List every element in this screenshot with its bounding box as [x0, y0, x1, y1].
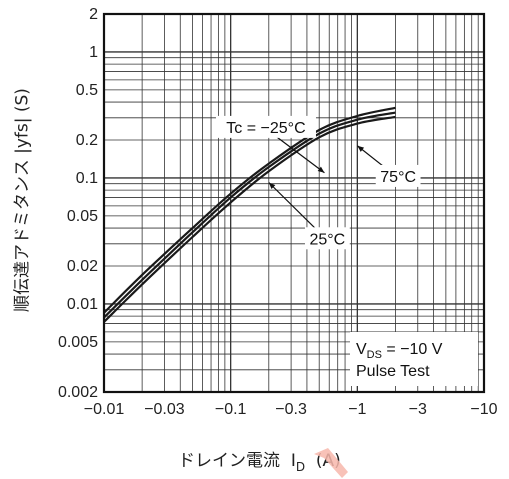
- x-tick-label: −0.3: [275, 401, 307, 418]
- annotation-arrowhead: [317, 166, 325, 173]
- y-tick-label: 0.5: [76, 82, 98, 99]
- vds-symbol: V: [356, 341, 367, 358]
- annotation-label-bg: [375, 164, 421, 187]
- annotation-label: 25°C: [309, 231, 345, 248]
- x-axis-title-text: ドレイン電流: [178, 451, 280, 471]
- vds-subscript: DS: [367, 349, 382, 361]
- series-lines: [103, 106, 396, 323]
- plot-frame: [102, 12, 486, 394]
- condition-box-bg: [350, 332, 478, 386]
- condition-line-1: VDS = −10 V: [356, 341, 443, 361]
- y-tick-label: 1: [89, 44, 98, 61]
- x-tick-label: −0.01: [84, 401, 125, 418]
- annotation-label: 75°C: [380, 169, 416, 186]
- annotation-label: Tc = −25°C: [226, 120, 305, 137]
- series-line: [103, 111, 396, 319]
- y-tick-label: 2: [89, 6, 98, 23]
- annotation-arrowhead: [357, 145, 365, 152]
- tick-labels: −0.01 −0.03 −0.1 −0.3 −1 −3 −10 0.002 0.005 0.01 0…: [58, 6, 498, 418]
- x-axis-symbol: I: [290, 451, 296, 471]
- y-axis-title-text: 順伝達アドミタンス |yfs| (S): [12, 88, 33, 312]
- y-tick-label: 0.1: [76, 170, 98, 187]
- x-tick-label: −10: [470, 401, 497, 418]
- x-axis-symbol-subscript: D: [295, 460, 306, 474]
- x-tick-label: −1: [348, 401, 366, 418]
- annotation-label-bg: [215, 115, 316, 138]
- y-tick-label: 0.005: [58, 334, 98, 351]
- x-tick-label: −0.1: [215, 401, 247, 418]
- annotations: Tc = −25°C 75°C 25°C: [215, 115, 421, 250]
- vds-value: = −10 V: [382, 341, 443, 358]
- condition-box: VDS = −10 V Pulse Test: [350, 332, 478, 386]
- condition-line-2: Pulse Test: [356, 363, 430, 380]
- y-tick-label: 0.002: [58, 384, 98, 401]
- annotation-label-bg: [304, 227, 350, 250]
- y-tick-label: 0.05: [67, 208, 98, 225]
- y-tick-label: 0.01: [67, 296, 98, 313]
- grid-lines: [103, 13, 485, 393]
- annotation-arrowhead: [268, 182, 276, 189]
- x-tick-label: −3: [409, 401, 427, 418]
- watermark-arrow-icon: [314, 448, 348, 478]
- series-line: [103, 106, 396, 314]
- y-tick-label: 0.2: [76, 132, 98, 149]
- x-tick-label: −0.03: [144, 401, 185, 418]
- y-tick-label: 0.02: [67, 258, 98, 275]
- series-line: [103, 115, 396, 323]
